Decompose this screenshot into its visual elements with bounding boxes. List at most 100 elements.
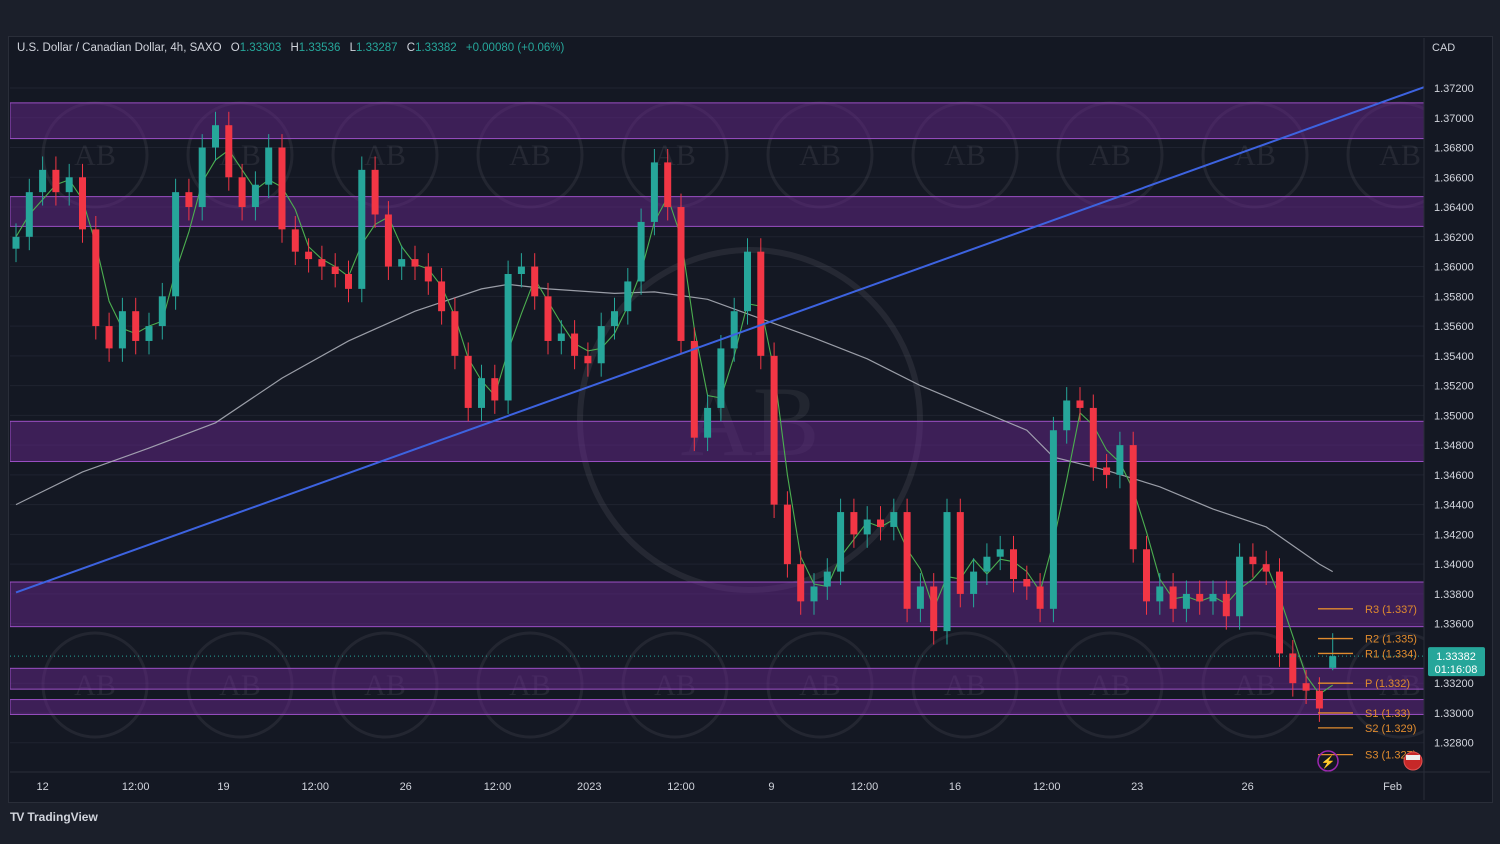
symbol-legend[interactable]: U.S. Dollar / Canadian Dollar, 4h, SAXO … bbox=[17, 42, 565, 54]
watermark-text: AB bbox=[654, 139, 696, 172]
candle-body bbox=[145, 326, 153, 341]
time-tick-label: 12:00 bbox=[851, 781, 879, 793]
candle-body bbox=[424, 266, 432, 282]
candle-body bbox=[1196, 593, 1204, 602]
candle-body bbox=[25, 192, 33, 237]
candle-body bbox=[278, 147, 286, 230]
candle-body bbox=[704, 407, 712, 438]
candle-body bbox=[571, 333, 579, 356]
candle-body bbox=[1222, 593, 1230, 617]
candle-body bbox=[491, 378, 499, 401]
candle-body bbox=[238, 177, 246, 208]
watermark-text: AB bbox=[219, 669, 261, 702]
watermark-circle bbox=[186, 631, 294, 739]
price-tick-label: 1.35400 bbox=[1434, 351, 1474, 363]
watermark-text: AB bbox=[74, 669, 116, 702]
pivot-label: S2 (1.329) bbox=[1365, 723, 1416, 735]
pivot-label: S1 (1.33) bbox=[1365, 708, 1410, 720]
candle-body bbox=[983, 556, 991, 572]
candle-body bbox=[1089, 407, 1097, 468]
time-tick-label: 12 bbox=[36, 781, 48, 793]
price-tick-label: 1.34000 bbox=[1434, 559, 1474, 571]
watermark-text: AB bbox=[944, 139, 986, 172]
price-tick-label: 1.34600 bbox=[1434, 470, 1474, 482]
candle-body bbox=[810, 586, 818, 602]
candle-body bbox=[358, 169, 366, 289]
time-tick-label: 16 bbox=[949, 781, 961, 793]
time-tick-label: 2023 bbox=[577, 781, 601, 793]
lightning-icon bbox=[1317, 750, 1339, 772]
chart-frame bbox=[8, 36, 1493, 803]
candle-body bbox=[970, 571, 978, 594]
candle-body bbox=[1143, 549, 1150, 602]
pivot-label: S3 (1.327) bbox=[1365, 750, 1416, 762]
price-tick-label: 1.36400 bbox=[1434, 202, 1474, 214]
candle-body bbox=[597, 326, 605, 364]
time-tick-label: 12:00 bbox=[667, 781, 695, 793]
pivot-label: P (1.332) bbox=[1365, 678, 1410, 690]
price-tick-label: 1.37200 bbox=[1434, 83, 1474, 95]
watermark-circle bbox=[476, 631, 584, 739]
time-tick-label: 26 bbox=[1241, 781, 1253, 793]
watermark-text: AB bbox=[799, 139, 841, 172]
candle-body bbox=[757, 251, 765, 356]
candle-body bbox=[265, 147, 273, 185]
candle-body bbox=[1169, 586, 1177, 609]
watermark-circle bbox=[1346, 631, 1424, 739]
watermark-text: AB bbox=[1379, 139, 1421, 172]
price-tick-label: 1.33200 bbox=[1434, 678, 1474, 690]
support-resistance-zone bbox=[10, 102, 1424, 140]
candle-body bbox=[1236, 556, 1244, 617]
last-price-value: 1.33382 bbox=[1436, 651, 1476, 663]
candle-body bbox=[943, 512, 951, 632]
candle-body bbox=[624, 281, 632, 312]
watermark-text: AB bbox=[1234, 669, 1276, 702]
candle-body bbox=[1315, 690, 1323, 709]
candle-body bbox=[664, 162, 672, 208]
candle-body bbox=[744, 251, 751, 312]
low-value: 1.33287 bbox=[355, 42, 398, 54]
tradingview-brand[interactable]: TV TradingView bbox=[10, 810, 98, 824]
candle-body bbox=[850, 512, 858, 535]
time-tick-label: 12:00 bbox=[1033, 781, 1061, 793]
tradingview-logo-icon: TV bbox=[10, 810, 24, 824]
candle-body bbox=[1262, 564, 1270, 572]
price-tick-label: 1.34800 bbox=[1434, 440, 1474, 452]
price-tick-label: 1.34200 bbox=[1434, 529, 1474, 541]
candle-body bbox=[172, 192, 180, 297]
price-tick-label: 1.37000 bbox=[1434, 113, 1474, 125]
price-tick-label: 1.36800 bbox=[1434, 143, 1474, 155]
price-tick-label: 1.35200 bbox=[1434, 381, 1474, 393]
support-resistance-zone bbox=[10, 699, 1424, 715]
candle-body bbox=[730, 311, 738, 349]
candle-body bbox=[650, 162, 658, 222]
candle-body bbox=[1276, 571, 1283, 654]
candle-body bbox=[411, 259, 419, 267]
candle-body bbox=[863, 519, 871, 535]
watermark-text: AB bbox=[364, 669, 406, 702]
candle-countdown: 01:16:08 bbox=[1435, 664, 1478, 676]
trend-line bbox=[15, 86, 1424, 594]
watermark-text: AB bbox=[1089, 139, 1131, 172]
lightning-glyph: ⚡ bbox=[1321, 755, 1336, 769]
candle-body bbox=[1063, 400, 1071, 431]
candle-body bbox=[1249, 556, 1257, 565]
pivot-label: R1 (1.334) bbox=[1365, 648, 1417, 660]
pivot-label: R3 (1.337) bbox=[1365, 604, 1417, 616]
watermark-text: AB bbox=[654, 669, 696, 702]
price-tick-label: 1.32800 bbox=[1434, 738, 1474, 750]
candle-body bbox=[92, 229, 100, 327]
candle-body bbox=[717, 348, 725, 408]
candle-body bbox=[185, 192, 193, 208]
candle-body bbox=[1302, 683, 1310, 691]
watermark-circle bbox=[331, 631, 439, 739]
candle-body bbox=[770, 355, 778, 505]
support-resistance-zone bbox=[10, 420, 1424, 462]
time-tick-label: 19 bbox=[217, 781, 229, 793]
candle-body bbox=[611, 311, 618, 327]
candle-body bbox=[557, 333, 565, 341]
candle-body bbox=[823, 571, 831, 587]
candle-body bbox=[305, 251, 313, 260]
candle-body bbox=[345, 274, 352, 289]
